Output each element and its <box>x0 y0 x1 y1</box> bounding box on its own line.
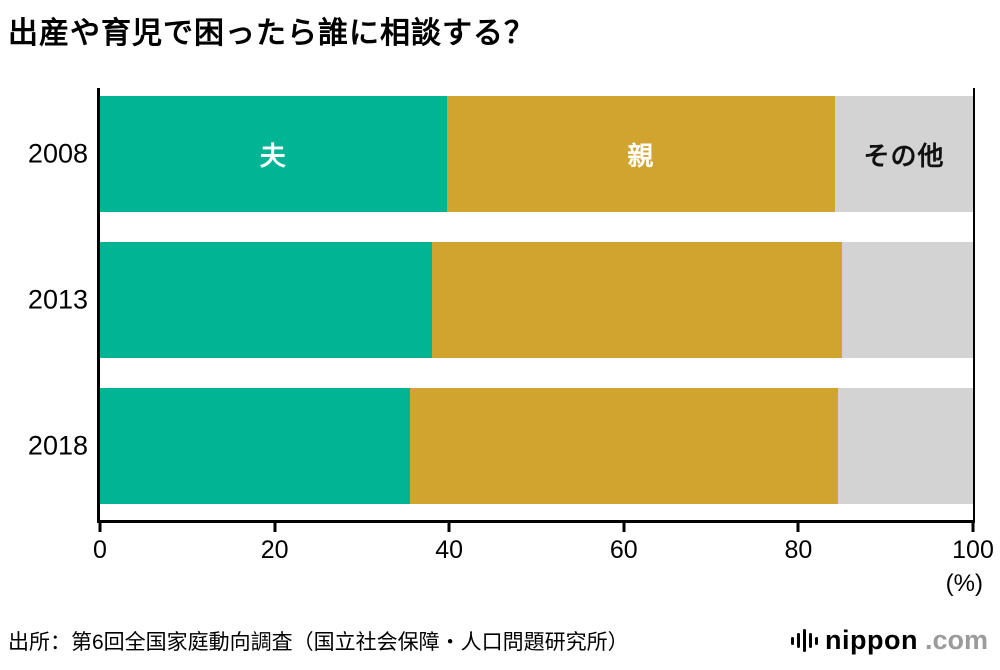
x-axis-line <box>97 520 975 523</box>
series-label: 夫 <box>259 140 287 171</box>
x-axis-tick-label: 100 <box>952 536 994 564</box>
bar-track <box>100 388 973 504</box>
x-axis-tick <box>971 523 975 532</box>
right-boundary-line <box>973 88 975 523</box>
series-label: その他 <box>863 140 945 171</box>
year-label: 2013 <box>27 284 88 315</box>
x-axis-tick-label: 0 <box>93 536 107 564</box>
year-label: 2018 <box>27 430 88 461</box>
bar-segment-その他 <box>842 242 973 358</box>
plot-area: (%) 2008 夫 親 その他 2013 2018 0 20 40 60 80 100 <box>28 88 994 597</box>
nippon-com-logo: nippon .com <box>791 625 988 656</box>
chart-title: 出産や育児で困ったら誰に相談する？ <box>8 17 535 50</box>
x-axis-tick <box>447 523 451 532</box>
bar-segment-親: 親 <box>446 96 836 212</box>
bar-segment-夫 <box>100 388 410 504</box>
bar-track <box>100 242 973 358</box>
soundwave-logo-icon <box>791 627 818 655</box>
bar-segment-親 <box>431 242 843 358</box>
logo-tld-text: .com <box>924 625 988 655</box>
x-axis-tick-label: 40 <box>435 536 464 564</box>
series-label: 親 <box>627 140 655 171</box>
year-label: 2008 <box>27 138 88 169</box>
bar-segment-その他: その他 <box>835 96 973 212</box>
logo-text: nippon <box>825 625 918 655</box>
x-axis-tick-label: 80 <box>784 536 813 564</box>
bar-row-2008: 2008 夫 親 その他 <box>28 96 973 212</box>
x-axis-tick <box>98 523 102 532</box>
bar-segment-親 <box>409 388 838 504</box>
source-note: 出所：第6回全国家庭動向調査（国立社会保障・人口問題研究所） <box>8 631 629 654</box>
x-axis-tick <box>796 523 800 532</box>
bar-segment-夫: 夫 <box>100 96 447 212</box>
bar-row-2018: 2018 <box>28 388 973 504</box>
bar-segment-夫 <box>100 242 432 358</box>
x-axis-tick <box>273 523 277 532</box>
x-axis-unit-label: (%) <box>945 570 983 597</box>
x-axis-tick-label: 60 <box>609 536 638 564</box>
x-axis-tick <box>622 523 626 532</box>
bar-track: 夫 親 その他 <box>100 96 973 212</box>
x-axis-tick-label: 20 <box>260 536 289 564</box>
y-axis-line <box>97 88 100 523</box>
bar-segment-その他 <box>837 388 973 504</box>
bar-row-2013: 2013 <box>28 242 973 358</box>
